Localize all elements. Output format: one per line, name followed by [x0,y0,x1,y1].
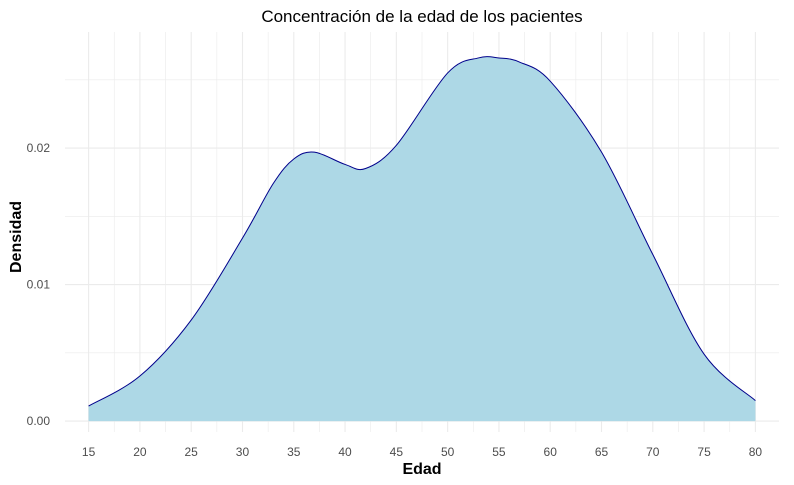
density-area [88,56,756,422]
x-tick-label: 65 [595,445,609,459]
y-tick-label: 0.01 [27,278,51,292]
y-axis-title: Densidad [8,201,25,273]
chart-title: Concentración de la edad de los paciente… [261,7,582,26]
x-tick-label: 20 [133,445,147,459]
x-tick-label: 35 [287,445,301,459]
x-tick-label: 80 [749,445,763,459]
x-axis-title: Edad [402,461,441,478]
y-tick-label: 0.00 [27,414,51,428]
x-tick-label: 15 [82,445,96,459]
density-curve-line [88,56,756,407]
x-tick-label: 40 [338,445,352,459]
x-tick-label: 70 [646,445,660,459]
x-axis-ticks: 15 20 25 30 35 40 45 50 55 60 65 70 75 80 [82,445,762,459]
x-tick-label: 45 [390,445,404,459]
x-tick-label: 50 [441,445,455,459]
x-tick-label: 25 [185,445,199,459]
y-axis-ticks: 0.00 0.01 0.02 [27,141,51,428]
x-tick-label: 30 [236,445,250,459]
x-tick-label: 55 [492,445,506,459]
x-tick-label: 60 [544,445,558,459]
x-tick-label: 75 [697,445,711,459]
y-tick-label: 0.02 [27,141,51,155]
